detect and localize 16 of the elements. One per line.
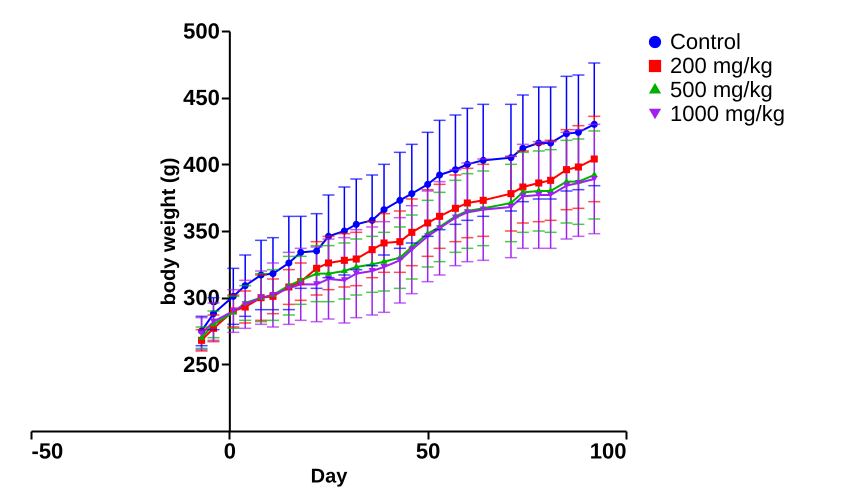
legend-label: 1000 mg/kg (670, 101, 785, 126)
x-tick-label: 50 (416, 438, 440, 464)
y-tick-label: 250 (183, 352, 220, 377)
x-tick-label: -50 (32, 438, 64, 464)
y-tick-label: 350 (183, 218, 220, 244)
legend-label: 200 mg/kg (670, 53, 773, 78)
y-axis-title: body weight (g) (158, 158, 180, 306)
y-tick-label: 300 (183, 285, 220, 310)
x-axis-title: Day (310, 466, 348, 488)
legend-label: Control (670, 29, 741, 54)
legend-label: 500 mg/kg (670, 77, 773, 102)
x-tick-label: 100 (590, 438, 626, 464)
y-tick-label: 450 (183, 85, 220, 110)
y-tick-label: 500 (183, 18, 220, 44)
y-tick-label: 400 (183, 152, 220, 177)
x-tick-label: 0 (224, 438, 236, 464)
